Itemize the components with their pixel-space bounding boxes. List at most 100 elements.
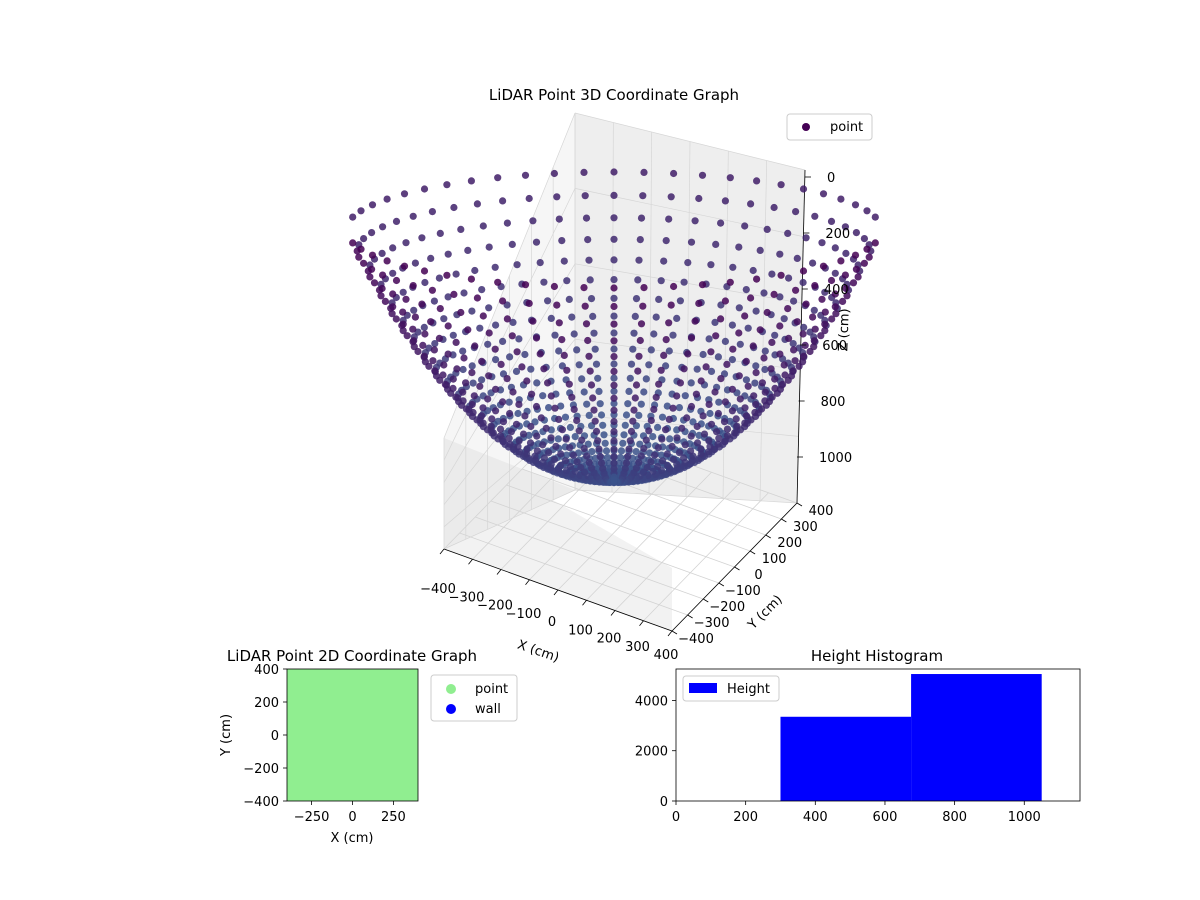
point-3d — [831, 303, 839, 311]
point-3d — [485, 329, 493, 337]
point-3d — [810, 337, 818, 345]
point-3d — [610, 191, 618, 199]
grid-line-wall-z-left — [443, 489, 576, 550]
point-3d — [621, 421, 629, 429]
z-tick-label-3d: 600 — [822, 339, 847, 354]
point-3d — [650, 405, 658, 413]
point-3d — [663, 461, 672, 469]
point-3d — [514, 443, 522, 451]
point-3d — [553, 193, 561, 201]
point-3d — [742, 376, 751, 384]
point-3d — [669, 455, 678, 463]
x-tick-label-3d: 100 — [568, 623, 593, 638]
point-3d — [518, 363, 526, 371]
point-3d — [547, 434, 555, 442]
point-3d — [705, 400, 713, 408]
point-3d — [771, 375, 779, 383]
point-3d — [626, 437, 634, 445]
point-3d — [591, 345, 599, 353]
point-3d — [721, 297, 730, 305]
point-3d — [800, 352, 808, 360]
point-3d — [440, 361, 448, 369]
point-3d — [575, 361, 583, 369]
point-3d — [723, 425, 732, 433]
point-3d — [526, 439, 535, 447]
point-3d — [799, 185, 808, 193]
point-3d — [509, 318, 517, 326]
y-tick-mark-3d — [671, 630, 678, 635]
point-3d — [728, 321, 737, 329]
point-3d — [831, 244, 839, 252]
point-3d — [514, 409, 522, 418]
point-3d — [654, 423, 662, 431]
point-3d — [602, 447, 611, 455]
point-3d — [584, 236, 592, 244]
point-3d — [528, 390, 536, 398]
point-3d — [521, 281, 530, 289]
point-3d — [707, 420, 716, 428]
point-3d — [785, 334, 793, 342]
point-3d — [761, 397, 769, 405]
point-3d — [402, 295, 410, 303]
point-3d — [712, 332, 720, 340]
point-3d — [515, 335, 523, 343]
point-3d — [449, 331, 457, 339]
point-3d — [392, 276, 401, 285]
point-3d — [802, 300, 810, 308]
point-3d — [585, 352, 593, 360]
point-3d — [635, 411, 643, 419]
point-3d — [594, 374, 602, 382]
point-3d — [527, 365, 535, 373]
point-3d — [624, 400, 632, 408]
point-3d — [499, 337, 507, 345]
point-3d — [545, 449, 553, 457]
ticks-2d: −250 0 250 −400 −200 0 200 400 — [243, 663, 406, 825]
point-3d — [460, 354, 468, 362]
point-3d — [749, 342, 757, 350]
point-3d — [470, 392, 478, 400]
point-3d — [728, 385, 737, 393]
legend-point-marker — [446, 684, 456, 694]
point-3d — [735, 372, 743, 380]
point-3d — [610, 329, 618, 337]
point-3d — [752, 362, 760, 370]
point-3d — [711, 318, 719, 326]
point-3d — [817, 332, 825, 340]
point-3d — [695, 299, 703, 307]
point-3d — [435, 274, 443, 282]
point-3d — [744, 324, 752, 332]
point-3d — [634, 367, 642, 375]
point-3d — [781, 371, 789, 379]
point-3d — [430, 346, 438, 354]
point-3d — [449, 384, 457, 392]
point-3d — [497, 360, 505, 368]
point-3d — [484, 340, 492, 348]
point-3d — [637, 214, 646, 222]
point-3d — [849, 279, 858, 287]
point-3d — [713, 428, 721, 436]
point-3d — [583, 400, 591, 408]
point-3d — [452, 338, 460, 346]
point-3d — [571, 433, 579, 441]
point-3d — [741, 222, 749, 230]
point-3d — [673, 434, 681, 442]
point-3d — [675, 404, 684, 412]
point-3d — [573, 416, 581, 425]
y-tick-label-2d: −400 — [243, 795, 279, 810]
legend-2d: point wall — [430, 674, 518, 722]
point-3d — [721, 337, 730, 345]
point-3d — [660, 257, 668, 265]
point-3d — [478, 357, 486, 365]
point-3d — [383, 195, 391, 203]
point-3d — [631, 394, 639, 402]
point-3d — [403, 332, 411, 340]
point-3d — [741, 312, 749, 320]
point-3d — [689, 418, 697, 426]
point-3d — [729, 263, 737, 271]
point-3d — [706, 443, 714, 451]
point-3d — [505, 434, 513, 442]
point-3d — [399, 288, 407, 296]
y-tick-label-2d: −200 — [243, 762, 279, 777]
point-3d — [419, 341, 427, 349]
grid-line-floor-y — [521, 468, 751, 552]
